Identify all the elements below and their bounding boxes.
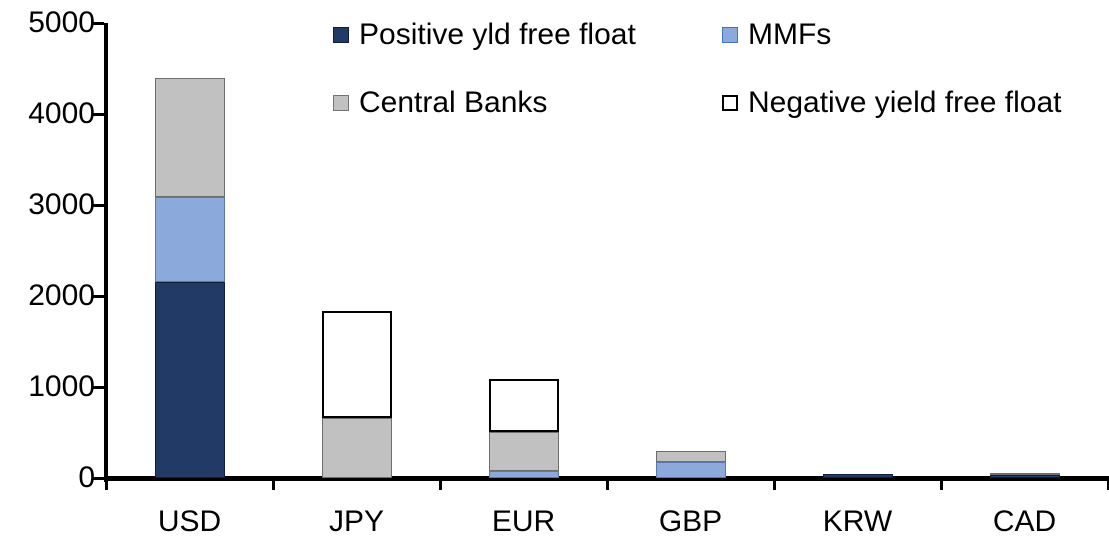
y-axis-tick-label: 1000	[28, 370, 95, 403]
y-axis-tick	[93, 477, 104, 480]
x-axis-tick	[439, 477, 442, 490]
x-axis-category-label: JPY	[328, 505, 385, 538]
x-axis-tick	[105, 477, 108, 490]
x-axis-category-label: GBP	[658, 505, 723, 538]
y-axis-tick	[93, 295, 104, 298]
x-axis-tick	[606, 477, 609, 490]
bar-segment-central-banks-eur	[488, 432, 559, 471]
x-axis-category-label: CAD	[992, 505, 1057, 538]
bar-segment-central-banks-jpy	[321, 417, 392, 478]
legend-item-mmfs: MMFs	[722, 17, 831, 53]
legend-swatch-negative-yield-free-float	[722, 95, 738, 111]
y-axis-tick	[93, 204, 104, 207]
legend-swatch-mmfs	[722, 27, 738, 43]
legend-swatch-positive-yld-free-float	[333, 27, 349, 43]
legend-label-negative-yield-free-float: Negative yield free float	[748, 86, 1062, 119]
x-axis-tick	[773, 477, 776, 490]
x-axis-tick	[1107, 477, 1109, 490]
y-axis-tick-label: 5000	[28, 6, 95, 39]
y-axis-line	[104, 23, 108, 482]
bar-segment-central-banks-gbp	[655, 450, 726, 462]
legend-swatch-central-banks	[333, 95, 349, 111]
bar-segment-central-banks-cad	[989, 472, 1060, 476]
x-axis-tick	[272, 477, 275, 490]
x-axis-category-label: USD	[157, 505, 222, 538]
bar-segment-mmfs-gbp	[655, 461, 726, 478]
bar-segment-mmfs-usd	[154, 196, 225, 283]
bar-segment-mmfs-eur	[488, 470, 559, 478]
legend-item-positive-yld-free-float: Positive yld free float	[333, 17, 636, 53]
legend-item-negative-yield-free-float: Negative yield free float	[722, 85, 1062, 121]
x-axis-category-label: KRW	[822, 505, 893, 538]
bar-segment-central-banks-usd	[154, 77, 225, 197]
legend-label-mmfs: MMFs	[748, 18, 832, 51]
bar-segment-negative-yield-free-float-eur	[488, 378, 559, 433]
y-axis-tick-label: 4000	[28, 97, 95, 130]
bar-segment-positive-yld-free-float-usd	[154, 282, 225, 478]
y-axis-tick-label: 0	[78, 461, 95, 494]
y-axis-tick	[93, 386, 104, 389]
y-axis-tick	[93, 113, 104, 116]
bar-segment-negative-yield-free-float-jpy	[321, 311, 392, 418]
legend-label-central-banks: Central Banks	[359, 86, 548, 119]
bar-segment-positive-yld-free-float-cad	[989, 475, 1060, 478]
x-axis-tick	[940, 477, 943, 490]
x-axis-category-label: EUR	[491, 505, 556, 538]
y-axis-tick-label: 3000	[28, 188, 95, 221]
y-axis-tick-label: 2000	[28, 279, 95, 312]
legend-label-positive-yld-free-float: Positive yld free float	[359, 18, 636, 51]
y-axis-tick	[93, 22, 104, 25]
bar-segment-positive-yld-free-float-krw	[822, 474, 893, 478]
legend-item-central-banks: Central Banks	[333, 85, 547, 121]
